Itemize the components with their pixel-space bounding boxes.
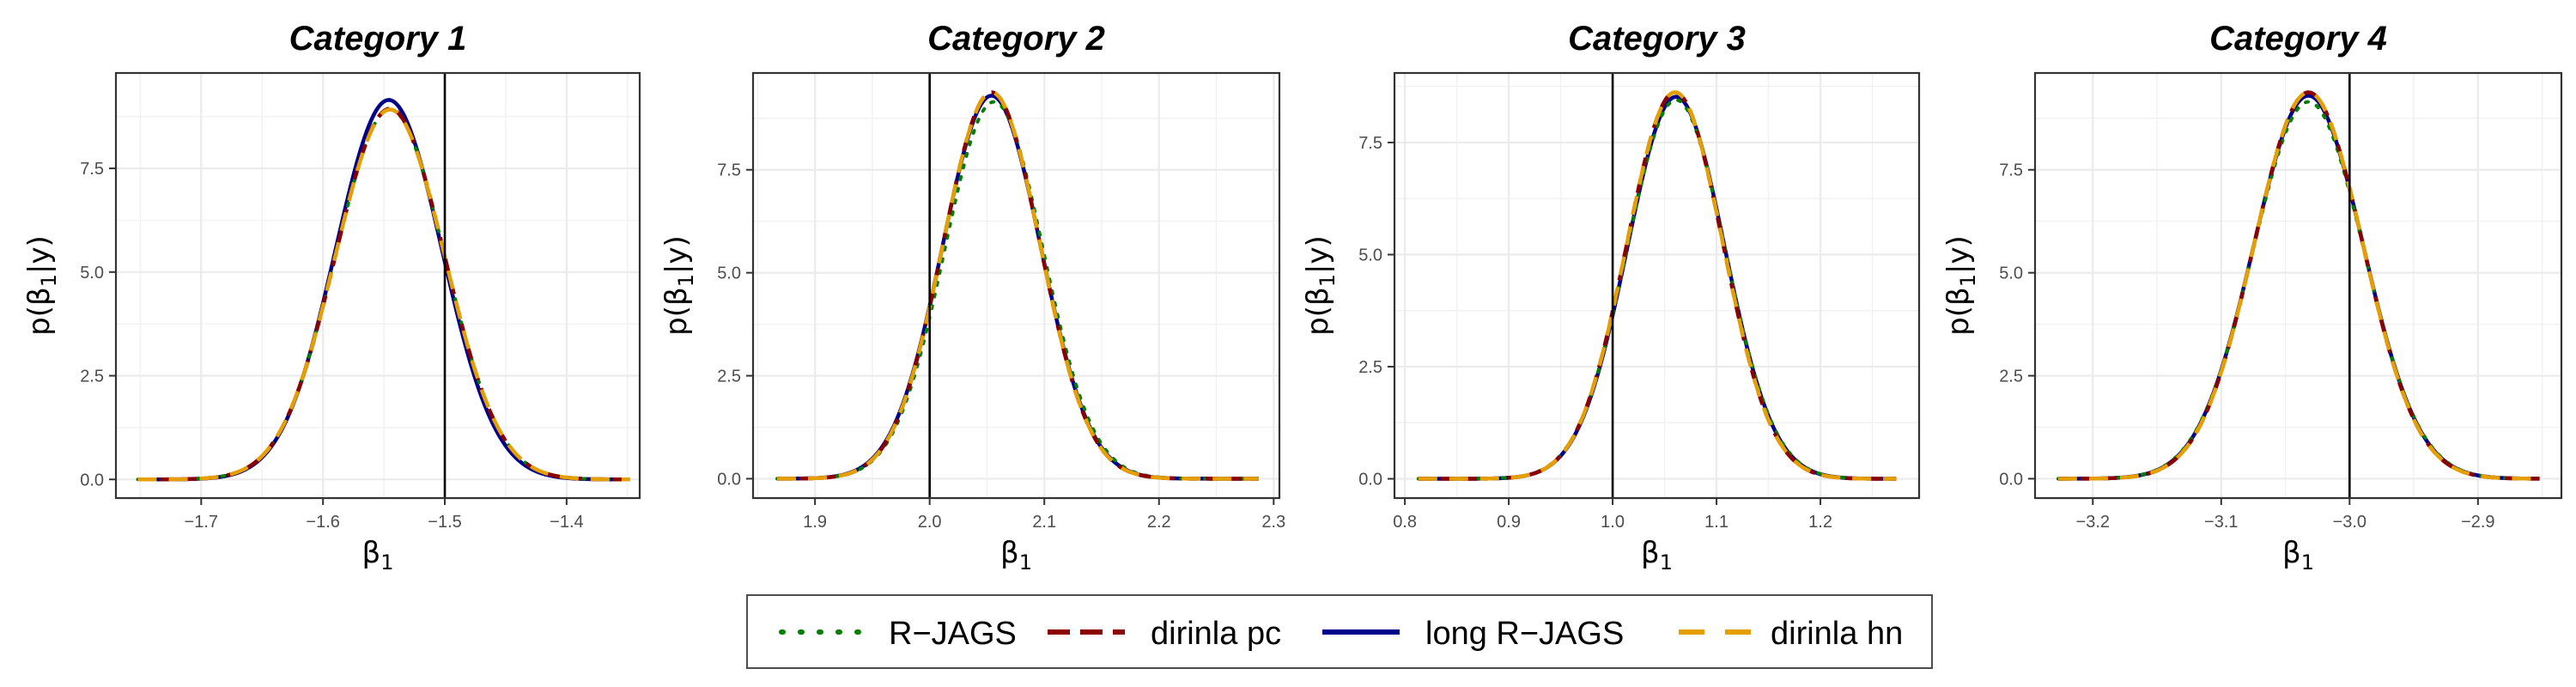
y-axis-label: p(β1|y) [1941, 235, 1980, 336]
y-tick-label: 7.5 [80, 160, 104, 179]
x-tick-label: −3.2 [2076, 513, 2110, 532]
x-tick-label: −1.6 [306, 513, 339, 532]
density-curve-dirinla-hn [137, 107, 630, 482]
x-tick-label: 2.0 [918, 513, 942, 532]
legend-label: long R−JAGS [1425, 616, 1624, 652]
legend: R−JAGS dirinla pc long R−JAGS dirinla hn [746, 594, 1933, 669]
x-tick-label: 0.8 [1393, 513, 1417, 532]
y-tick-label: 2.5 [717, 368, 741, 386]
y-tick-label: 0.0 [1358, 471, 1382, 489]
panel-1: −1.7 −1.6 −1.5 −1.4 0.0 2.5 5.0 7.5 Category 1 β1… [22, 20, 641, 575]
x-tick-label: 2.2 [1147, 513, 1171, 532]
plot-background [1394, 73, 1919, 498]
y-tick-label: 0.0 [80, 471, 104, 489]
x-tick-label: 0.9 [1497, 513, 1521, 532]
legend-item: long R−JAGS [1322, 616, 1624, 652]
x-tick-label: 1.1 [1704, 513, 1728, 532]
panel-3: 0.8 0.9 1.0 1.1 1.2 0.0 2.5 5.0 7.5 Category 3 β1 p… [1301, 20, 1921, 575]
panel-border [114, 71, 641, 500]
y-tick-label: 7.5 [1358, 134, 1382, 153]
y-tick-label: 2.5 [80, 368, 104, 386]
legend-item: dirinla hn [1679, 616, 1903, 652]
panel-border [2033, 71, 2563, 500]
x-tick-label: −1.5 [428, 513, 461, 532]
y-tick-label: 5.0 [717, 264, 741, 283]
y-tick-label: 2.5 [1999, 368, 2023, 386]
x-tick-label: −1.4 [550, 513, 583, 532]
legend-item: R−JAGS [779, 616, 1017, 652]
x-tick-label: 1.2 [1808, 513, 1832, 532]
y-tick-label: 5.0 [80, 264, 104, 283]
x-tick-label: −1.7 [185, 513, 218, 532]
x-tick-label: 2.1 [1032, 513, 1056, 532]
x-axis-label: β1 [362, 536, 394, 575]
panel-title: Category 3 [1568, 20, 1746, 58]
panel-border [1393, 71, 1921, 500]
panel-4: −3.2 −3.1 −3.0 −2.9 0.0 2.5 5.0 7.5 Category 4 β1… [1941, 20, 2563, 575]
x-axis-label: β1 [2282, 536, 2314, 575]
density-curve-dirinla-hn [1418, 90, 1897, 481]
x-tick-label: −3.0 [2333, 513, 2366, 532]
panel-border [751, 71, 1281, 500]
plot-background [2035, 73, 2561, 498]
y-tick-label: 5.0 [1358, 246, 1382, 264]
y-axis-label: p(β1|y) [22, 235, 61, 336]
x-axis-label: β1 [1641, 536, 1673, 575]
x-tick-label: 2.3 [1261, 513, 1285, 532]
y-tick-label: 5.0 [1999, 264, 2023, 283]
panel-title: Category 2 [927, 20, 1105, 58]
x-tick-label: −3.1 [2204, 513, 2238, 532]
x-tick-label: −2.9 [2461, 513, 2494, 532]
panel-title: Category 4 [2209, 20, 2387, 58]
panel-title: Category 1 [289, 20, 467, 58]
legend-item: dirinla pc [1048, 616, 1281, 652]
y-tick-label: 2.5 [1358, 358, 1382, 377]
density-curve-dirinla-hn [2057, 90, 2540, 481]
y-axis-label: p(β1|y) [659, 235, 698, 336]
x-axis-label: β1 [1000, 536, 1032, 575]
y-tick-label: 0.0 [717, 470, 741, 489]
legend-label: dirinla pc [1151, 616, 1281, 652]
density-curve-r-jags [1416, 98, 1899, 481]
panel-2: 1.9 2.0 2.1 2.2 2.3 0.0 2.5 5.0 7.5 Category 2 β1 p… [659, 20, 1285, 575]
y-tick-label: 7.5 [717, 161, 741, 180]
x-tick-label: 1.9 [803, 513, 827, 532]
plot-background [116, 73, 640, 498]
legend-label: dirinla hn [1771, 616, 1903, 652]
legend-label: R−JAGS [889, 616, 1017, 652]
y-tick-label: 7.5 [1999, 161, 2023, 180]
density-curve-long-r-jags [777, 94, 1259, 481]
y-axis-label: p(β1|y) [1301, 235, 1340, 336]
x-tick-label: 1.0 [1601, 513, 1625, 532]
y-tick-label: 0.0 [1999, 470, 2023, 489]
